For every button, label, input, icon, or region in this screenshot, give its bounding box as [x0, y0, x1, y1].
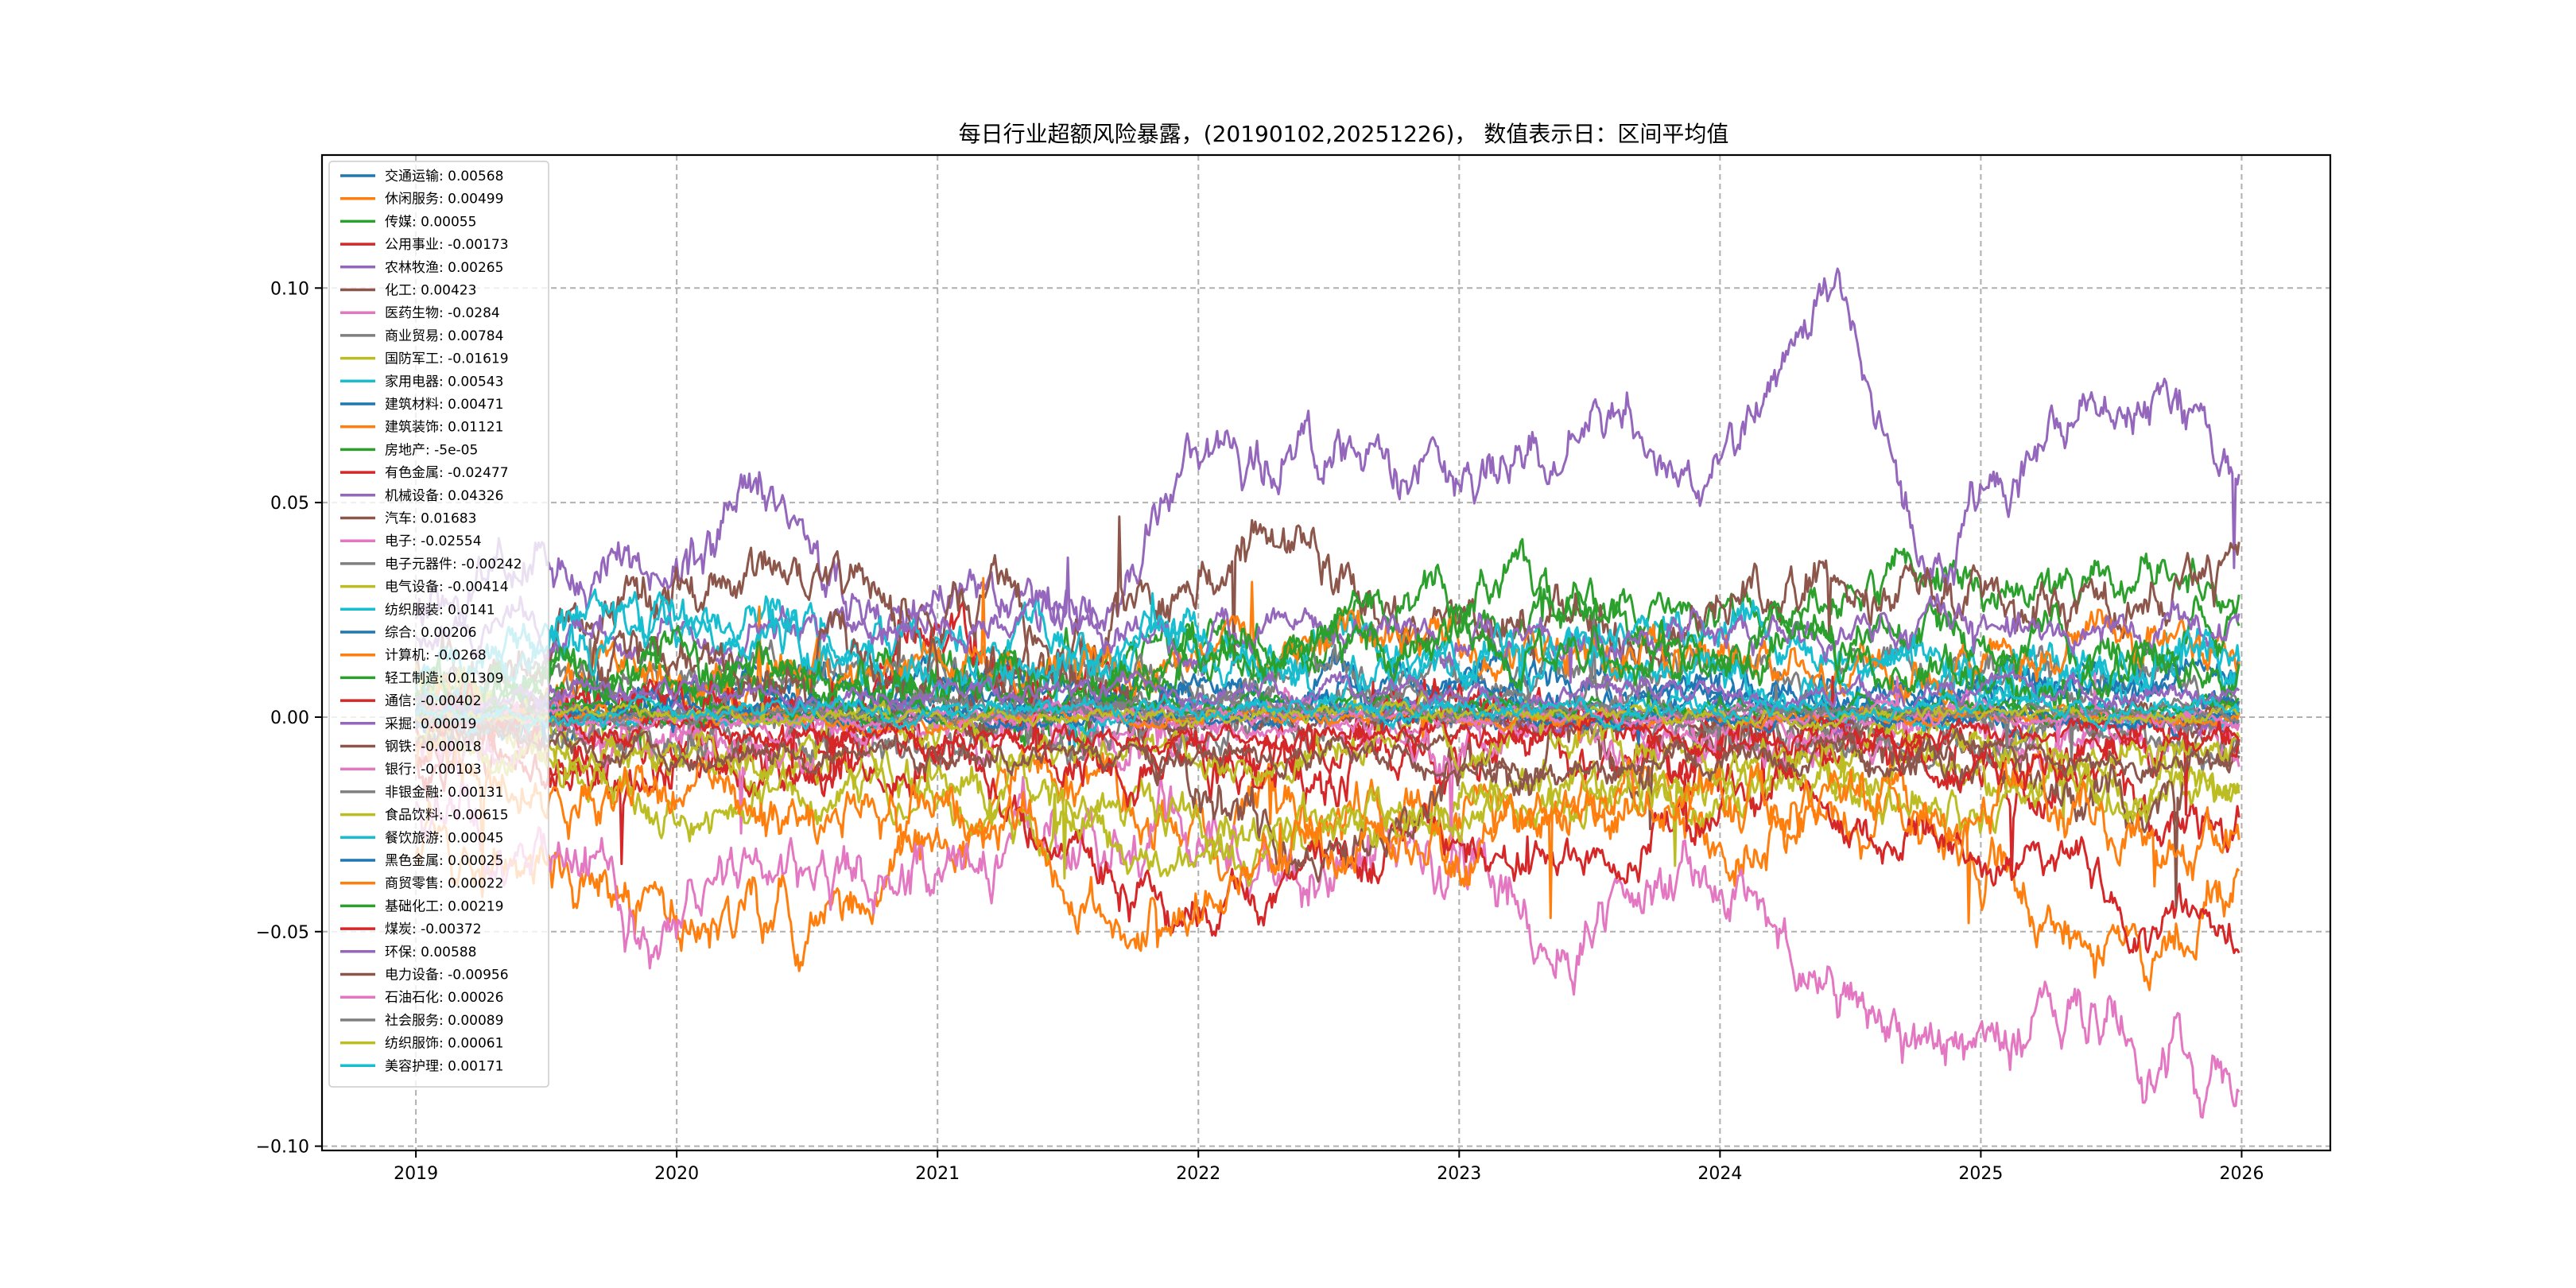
- series-line-22: [414, 720, 2240, 952]
- legend-entry: 通信: -0.00402: [385, 693, 482, 709]
- chart-title: 每日行业超额风险暴露，(20190102,20251226)， 数值表示日：区间…: [959, 121, 1729, 147]
- legend-entry: 纺织服饰: 0.00061: [385, 1036, 503, 1052]
- legend-entry: 公用事业: -0.00173: [385, 237, 509, 253]
- legend-entry: 纺织服装: 0.0141: [385, 602, 495, 618]
- x-tick-label: 2023: [1437, 1164, 1481, 1184]
- series-line-24: [414, 675, 2240, 816]
- legend-entry: 煤炭: -0.00372: [385, 921, 482, 937]
- legend-entry: 建筑装饰: 0.01121: [385, 420, 503, 436]
- legend-entry: 休闲服务: 0.00499: [385, 192, 503, 208]
- y-tick-label: −0.10: [256, 1138, 309, 1158]
- series-line-5: [414, 267, 2240, 646]
- x-tick-label: 2020: [654, 1164, 699, 1184]
- legend-entry: 电气设备: -0.00414: [385, 580, 509, 596]
- plot-area-frame: [320, 153, 2332, 1152]
- legend-entry: 电力设备: -0.00956: [385, 968, 509, 983]
- x-tick-label: 2021: [915, 1164, 960, 1184]
- series-line-23: [414, 600, 2240, 727]
- legend-entry: 汽车: 0.01683: [385, 511, 476, 527]
- legend-entry: 轻工制造: 0.01309: [385, 670, 503, 686]
- series-line-40: [414, 690, 2240, 732]
- x-tick-label: 2024: [1697, 1164, 1742, 1184]
- legend-entry: 环保: 0.00588: [385, 945, 476, 960]
- legend-entry: 农林牧渔: 0.00265: [385, 260, 503, 276]
- series-line-7: [414, 774, 2240, 1119]
- series-line-12: [414, 576, 2240, 735]
- series-line-34: [414, 708, 2240, 769]
- legend-entry: 商业贸易: 0.00784: [385, 328, 503, 344]
- series-line-19: [414, 666, 2240, 880]
- x-tick-label: 2022: [1176, 1164, 1220, 1184]
- legend-entry: 餐饮旅游: 0.00045: [385, 830, 503, 846]
- y-tick-label: 0.10: [270, 279, 309, 299]
- y-tick-label: 0.05: [270, 494, 309, 514]
- legend-entry: 医药生物: -0.0284: [385, 305, 500, 321]
- legend-entry: 电子元器件: -0.00242: [385, 557, 522, 572]
- legend-entry: 国防军工: -0.01619: [385, 351, 509, 367]
- legend-entry: 基础化工: 0.00219: [385, 898, 503, 914]
- series-line-39: [415, 699, 2240, 733]
- legend-entry: 银行: -0.00103: [385, 762, 482, 778]
- legend-entry: 建筑材料: 0.00471: [385, 397, 503, 413]
- legend-entry: 有色金属: -0.02477: [385, 465, 509, 481]
- legend-entry: 采掘: 0.00019: [385, 716, 476, 732]
- legend-entry: 家用电器: 0.00543: [385, 374, 503, 390]
- legend-box: [328, 161, 549, 1088]
- series-lines: [414, 267, 2240, 1119]
- legend-entry: 综合: 0.00206: [385, 625, 476, 641]
- legend-entry: 美容护理: 0.00171: [385, 1058, 503, 1074]
- y-tick-label: 0.00: [270, 708, 309, 728]
- legend-entry: 交通运输: 0.00568: [385, 169, 503, 184]
- axis-ticks: 2019 2020 2021 2022 2023 2024 2025 2026 0.10 0.05…: [256, 279, 2264, 1184]
- x-tick-label: 2026: [2219, 1164, 2264, 1184]
- legend-entry: 钢铁: -0.00018: [385, 739, 482, 755]
- legend-entry: 计算机: -0.0268: [385, 648, 487, 664]
- series-line-2: [414, 744, 2240, 991]
- legend-entry: 石油石化: 0.00026: [385, 990, 503, 1006]
- legend: 交通运输: 0.00568 休闲服务: 0.00499 传媒: 0.00055 公用事…: [328, 161, 549, 1088]
- legend-entry: 社会服务: 0.00089: [385, 1013, 503, 1029]
- legend-entry: 食品饮料: -0.00615: [385, 808, 509, 824]
- legend-entry: 化工: 0.00423: [385, 283, 476, 299]
- legend-entry: 黑色金属: 0.00025: [385, 853, 503, 869]
- legend-entry: 商贸零售: 0.00022: [385, 876, 503, 892]
- legend-entry: 电子: -0.02554: [385, 533, 482, 549]
- series-line-36: [414, 716, 2240, 786]
- legend-entry: 机械设备: 0.04326: [385, 488, 503, 504]
- x-tick-label: 2019: [394, 1164, 438, 1184]
- legend-entry: 房地产: -5e-05: [385, 442, 478, 458]
- x-tick-label: 2025: [1958, 1164, 2003, 1184]
- legend-entry: 传媒: 0.00055: [385, 214, 476, 230]
- y-tick-label: −0.05: [256, 923, 309, 943]
- series-line-35: [414, 669, 2240, 717]
- legend-entry: 非银金融: 0.00131: [385, 785, 503, 801]
